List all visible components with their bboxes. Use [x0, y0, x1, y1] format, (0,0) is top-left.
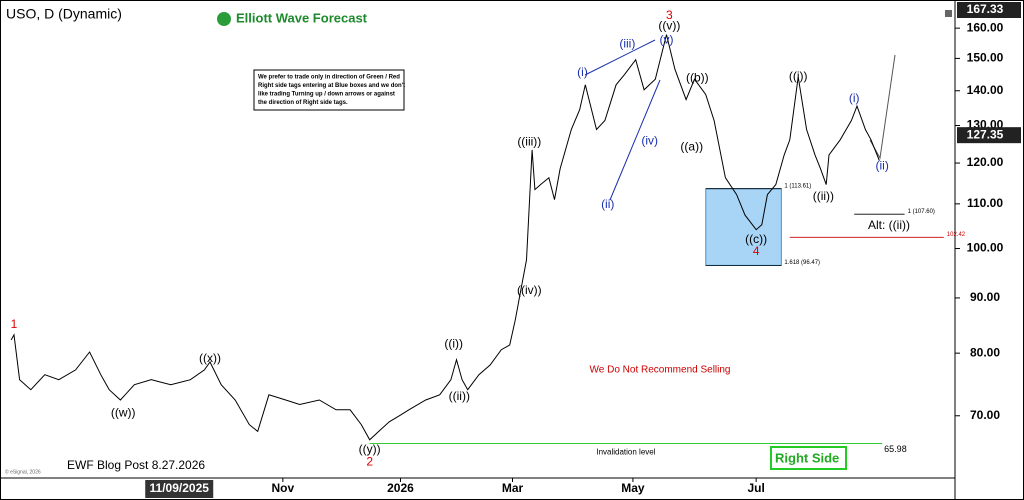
x-tick-label: 2026 — [387, 481, 414, 495]
wave-label: (ii) — [601, 197, 614, 211]
wave-label: ((iv)) — [517, 283, 542, 297]
wave-label: 1 — [11, 317, 18, 331]
wave-label: ((i)) — [444, 337, 463, 351]
high-price: 167.33 — [967, 2, 1004, 16]
footer: EWF Blog Post 8.27.2026 — [67, 458, 205, 472]
right-side: Right Side — [775, 450, 839, 465]
warning: We Do Not Recommend Selling — [590, 365, 731, 376]
x-tick-label: May — [621, 481, 645, 495]
logo-text: Elliott Wave Forecast — [236, 10, 368, 25]
fib-label: 1 (113.61) — [784, 183, 811, 189]
wave-label: ((ii)) — [813, 189, 834, 203]
target-box — [705, 188, 782, 266]
note: We prefer to trade only in direction of … — [258, 75, 405, 107]
note-box — [253, 69, 405, 111]
wave-label: (iii) — [619, 36, 635, 50]
last-price: 127.35 — [967, 127, 1004, 141]
invalidation-label: Invalidation level — [596, 448, 655, 457]
wave-label: ((w)) — [111, 405, 136, 419]
x-tick-label: Jul — [747, 481, 764, 495]
y-tick-label: 150.00 — [967, 51, 1004, 65]
high-price-tag — [957, 2, 1021, 18]
wave-label: ((b)) — [686, 70, 709, 84]
wave-label: (i) — [577, 65, 588, 79]
wave-label: ((x)) — [199, 351, 221, 365]
fib-label: 102.42 — [947, 232, 966, 238]
y-tick-label: 110.00 — [967, 196, 1003, 210]
y-tick-label: 90.00 — [970, 290, 1000, 304]
alt-label: Alt: ((ii)) — [868, 218, 910, 232]
chart-title: USO, D (Dynamic) — [6, 6, 122, 22]
menu-icon — [945, 10, 952, 17]
right-side-box — [770, 446, 847, 470]
wave-label: ((y)) — [359, 442, 381, 456]
wave-label: (ii) — [876, 159, 889, 173]
y-tick-label: 140.00 — [967, 83, 1004, 97]
invalidation-value: 65.98 — [884, 444, 907, 454]
watermark: © eSignal, 2026 — [5, 468, 41, 475]
y-tick-label: 120.00 — [967, 155, 1004, 169]
wave-label: ((i)) — [789, 69, 808, 83]
crosshair-date-box — [145, 480, 214, 498]
wave-label: (iv) — [641, 133, 658, 147]
wave-label: ((iii)) — [517, 135, 541, 149]
x-tick-label: Mar — [502, 481, 524, 495]
note-line: the direction of Right side tags. — [258, 100, 348, 106]
wave-label: 3 — [666, 8, 673, 22]
note-line: We prefer to trade only in direction of … — [258, 75, 400, 81]
wave-label: ((c)) — [745, 232, 767, 246]
wave-label: ((v)) — [658, 19, 680, 33]
channel-line — [584, 39, 656, 76]
channel-line — [609, 79, 661, 201]
wave-label: 4 — [753, 244, 760, 258]
crosshair-date: 11/09/2025 — [150, 481, 210, 495]
wave-label: ((a)) — [680, 139, 703, 153]
note-line: Right side tags entering at Blue boxes a… — [258, 83, 405, 89]
y-tick-label: 160.00 — [967, 20, 1004, 34]
x-tick-label: Nov — [272, 481, 295, 495]
wave-label: 2 — [366, 454, 373, 468]
fib-label: 1.618 (96.47) — [784, 260, 820, 266]
y-tick-label: 80.00 — [970, 345, 1000, 359]
last-price-tag — [957, 127, 1021, 144]
price-line — [10, 34, 880, 441]
note-line: like trading Turning up / down arrows or… — [258, 92, 395, 98]
y-tick-label: 70.00 — [970, 408, 1000, 422]
wave-label: (v) — [660, 32, 674, 46]
logo: Elliott Wave Forecast — [217, 10, 368, 26]
fib-label: 1 (107.60) — [908, 209, 935, 215]
y-tick-label: 100.00 — [967, 241, 1004, 255]
wave-label: ((ii)) — [449, 389, 470, 403]
wave-label: (i) — [849, 91, 860, 105]
logo-icon — [217, 12, 231, 26]
